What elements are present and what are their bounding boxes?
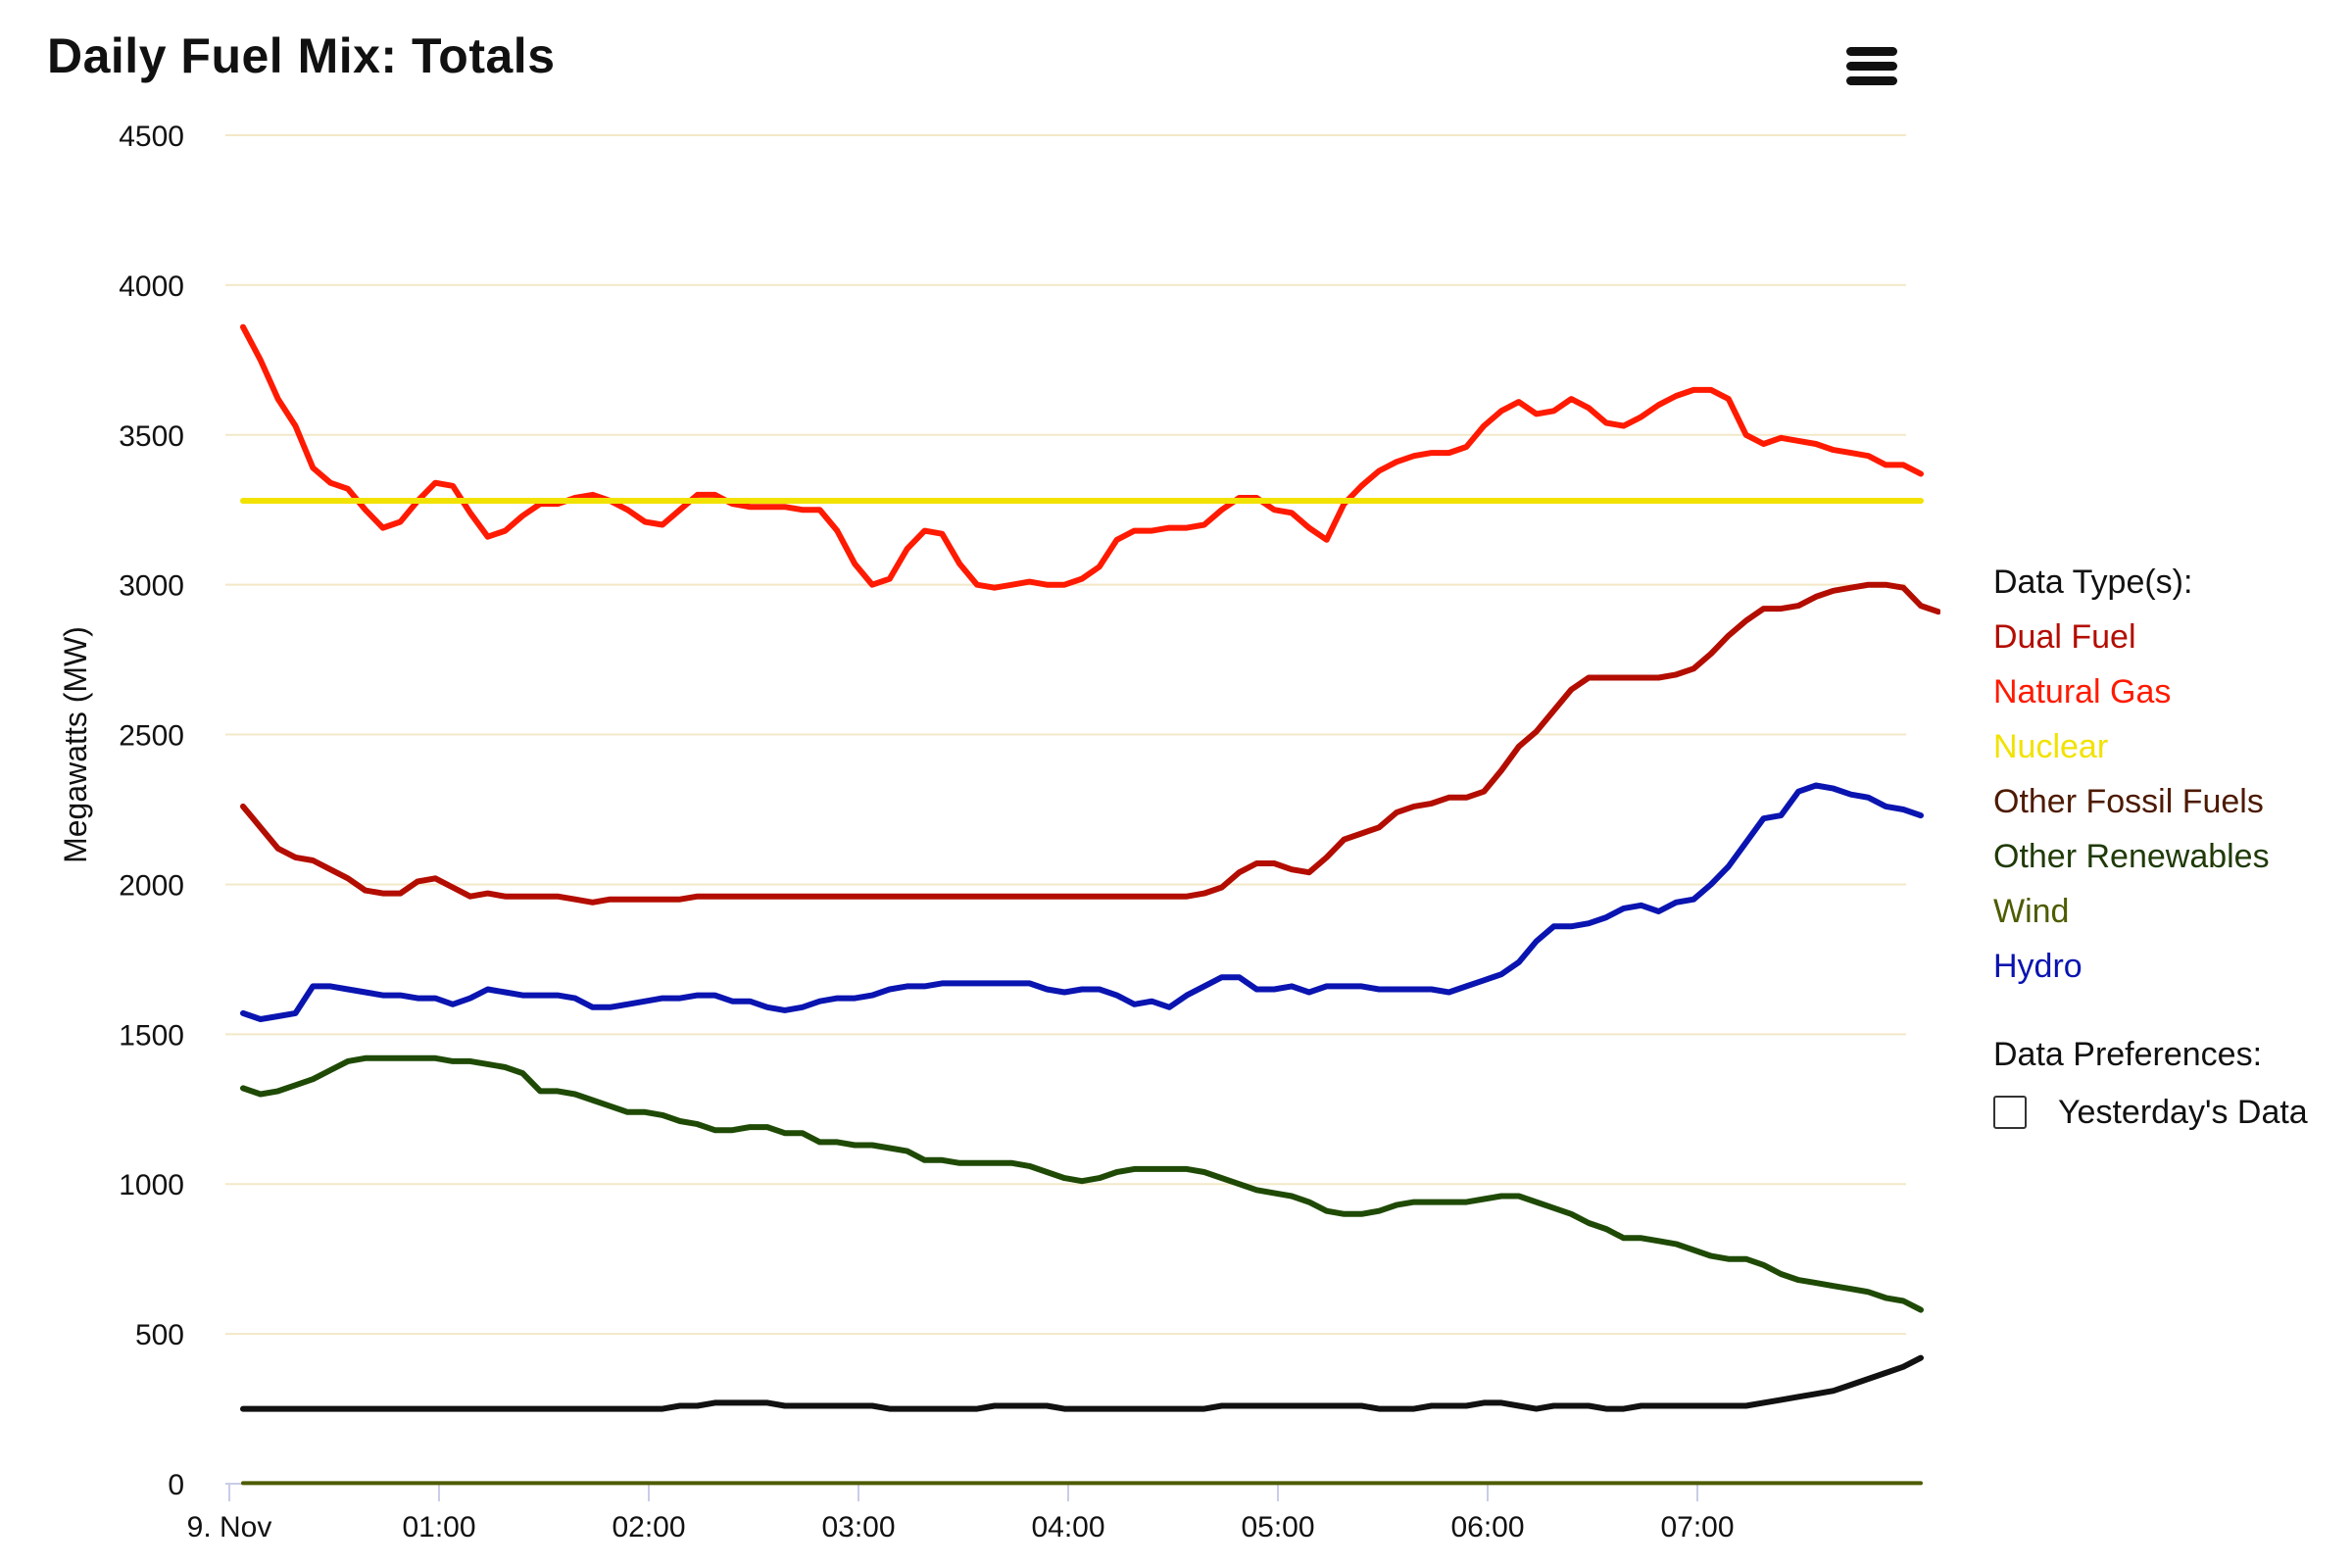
legend-item-nuclear[interactable]: Nuclear <box>1993 728 2109 765</box>
legend-item-other-fossil-fuels[interactable]: Other Fossil Fuels <box>1993 783 2264 820</box>
y-tick-label: 0 <box>168 1469 184 1501</box>
axes: 0 500 1000 1500 2000 2500 3000 3500 4000 4500 9. N… <box>119 121 1906 1544</box>
legend-item-wind[interactable]: Wind <box>1993 893 2070 930</box>
x-tick-label: 01:00 <box>402 1511 475 1544</box>
hamburger-menu-icon[interactable] <box>1846 47 1897 92</box>
series-line-dual-fuel[interactable] <box>240 581 1940 906</box>
yesterday-data-label: Yesterday's Data <box>2058 1093 2308 1131</box>
legend-item-natural-gas[interactable]: Natural Gas <box>1993 673 2172 710</box>
line-chart: 0 500 1000 1500 2000 2500 3000 3500 4000 4500 9. N… <box>58 121 1940 1544</box>
x-tick-label: 05:00 <box>1241 1511 1314 1544</box>
x-tick-label: 02:00 <box>612 1511 685 1544</box>
yesterday-data-checkbox[interactable] <box>1993 1096 2027 1129</box>
legend-items: Dual Fuel Natural Gas Nuclear Other Fossil … <box>1993 610 2346 994</box>
menu-bar <box>1846 76 1897 85</box>
x-tick-label: 07:00 <box>1660 1511 1734 1544</box>
y-tick-label: 2000 <box>119 869 184 902</box>
y-tick-label: 3500 <box>119 420 184 453</box>
y-tick-label: 2500 <box>119 720 184 753</box>
legend-item-hydro[interactable]: Hydro <box>1993 948 2082 985</box>
x-tick-label: 04:00 <box>1031 1511 1104 1544</box>
legend-item-dual-fuel[interactable]: Dual Fuel <box>1993 618 2136 656</box>
series-line-other-fossil-fuels[interactable] <box>240 1354 1924 1412</box>
series-lines <box>240 323 1940 1486</box>
y-axis-label: Megawatts (MW) <box>58 626 93 863</box>
chart-title: Daily Fuel Mix: Totals <box>47 28 556 83</box>
menu-bar <box>1846 47 1897 56</box>
legend-item-other-renewables[interactable]: Other Renewables <box>1993 838 2270 875</box>
y-tick-label: 500 <box>135 1319 184 1351</box>
y-tick-label: 3000 <box>119 570 184 603</box>
y-tick-label: 1000 <box>119 1169 184 1201</box>
gridlines <box>225 134 1906 1336</box>
legend-heading: Data Type(s): <box>1993 564 2193 601</box>
x-tick-label: 03:00 <box>821 1511 895 1544</box>
yesterday-data-toggle[interactable]: Yesterday's Data <box>1993 1082 2346 1143</box>
x-tick-label: 06:00 <box>1450 1511 1524 1544</box>
y-tick-label: 4500 <box>119 121 184 153</box>
y-tick-label: 4000 <box>119 270 184 303</box>
series-line-other-renewables[interactable] <box>240 1054 1924 1313</box>
legend: Data Type(s): Dual Fuel Natural Gas Nuclea… <box>1993 555 2346 1143</box>
menu-bar <box>1846 62 1897 71</box>
y-tick-label: 1500 <box>119 1019 184 1052</box>
series-line-natural-gas[interactable] <box>240 323 1924 591</box>
series-line-hydro[interactable] <box>240 782 1924 1022</box>
x-tick-label: 9. Nov <box>187 1511 272 1544</box>
preferences-heading: Data Preferences: <box>1993 1036 2263 1073</box>
